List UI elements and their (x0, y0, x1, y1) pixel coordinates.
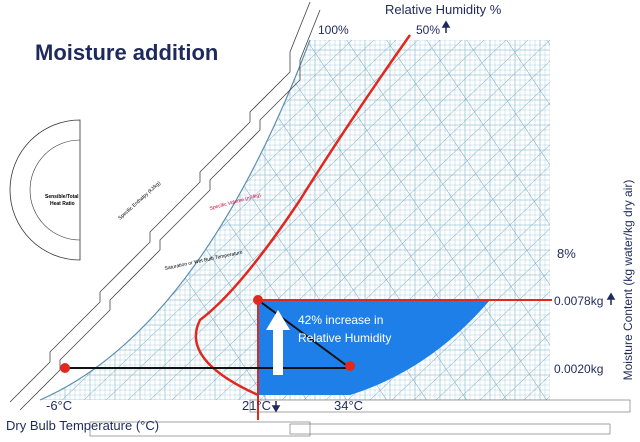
heat-ratio-protractor (9, 119, 81, 261)
enthalpy-scale (19, 9, 321, 411)
title: Moisture addition (35, 40, 218, 65)
down-arrow (271, 401, 281, 413)
state-point (345, 361, 355, 371)
temp-cold: -6°C (46, 398, 72, 413)
rh-8: 8% (557, 246, 576, 261)
cooling-line (257, 299, 351, 369)
temp-mid: 21°C (242, 398, 271, 413)
temp-hot: 34°C (334, 398, 363, 413)
grid-line (127, 40, 549, 400)
grid-line (413, 40, 550, 400)
heat-ratio-protractor (29, 139, 81, 241)
heat-ratio-label: Sensible/Total (45, 194, 79, 200)
rh-50: 50% (416, 23, 440, 37)
chart-label: Specific Enthalpy (kJ/kg) (117, 180, 162, 221)
grid-line (359, 40, 550, 400)
grid-line (399, 40, 550, 400)
grid-line (319, 40, 550, 400)
up-arrow (441, 20, 451, 33)
state-point (253, 295, 263, 305)
annotation: Relative Humidity (298, 331, 391, 345)
state-point (60, 363, 70, 373)
grid-line (457, 40, 550, 400)
grid-line (83, 40, 505, 400)
grid-line (435, 40, 550, 400)
grid-line (0, 0, 20, 400)
grid-line (479, 40, 550, 400)
chart-label: Specific Volume (m³/kg) (209, 192, 262, 212)
enthalpy-scale (9, 1, 311, 403)
grid-line (105, 40, 527, 400)
rh-label: Relative Humidity % (385, 2, 502, 17)
moisture-low: 0.0020kg (554, 362, 603, 376)
y-axis-label: Moisture Content (kg water/kg dry air) (621, 180, 635, 381)
rh-100: 100% (318, 23, 349, 37)
bottom-ruler (289, 423, 611, 435)
heat-ratio-label: Heat Ratio (50, 201, 75, 207)
increase-arrow (266, 310, 290, 375)
grid-line (171, 40, 550, 400)
up-arrow (606, 292, 616, 305)
process-area (258, 300, 490, 395)
moisture-high: 0.0078kg (554, 294, 603, 308)
bottom-ruler (89, 421, 311, 437)
grid-line (439, 40, 550, 400)
annotation: 42% increase in (298, 313, 383, 327)
x-axis-label: Dry Bulb Temperature (°C) (6, 418, 159, 433)
saturation-curve (39, 39, 311, 401)
grid-line (279, 40, 550, 400)
bottom-ruler (249, 399, 631, 413)
rh-50-curve (194, 34, 412, 397)
grid-line (149, 40, 550, 400)
